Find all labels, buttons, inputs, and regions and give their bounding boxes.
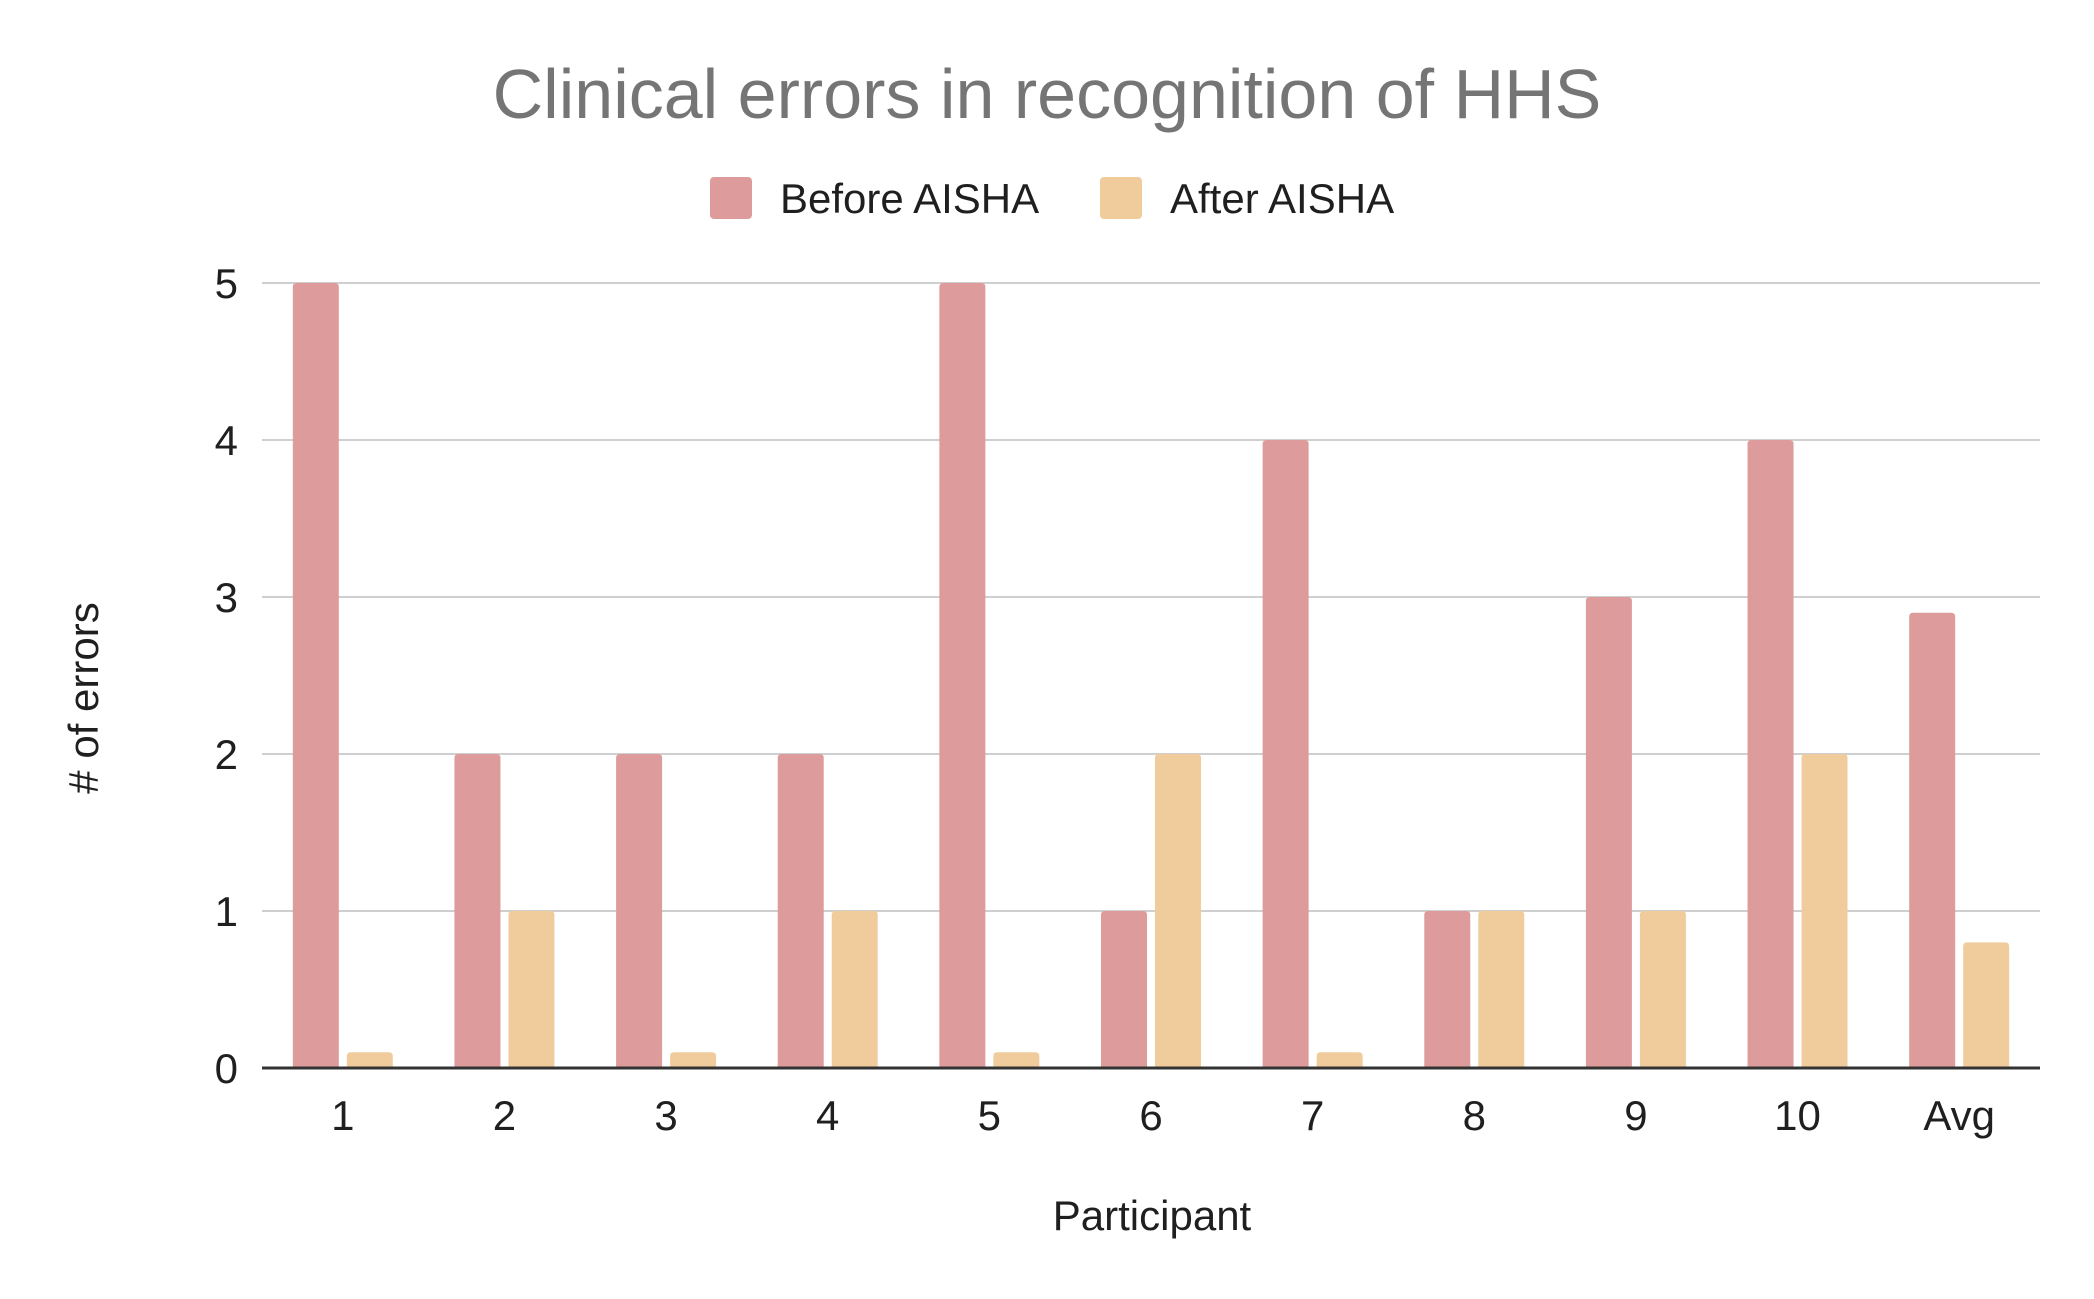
x-tick-label: 2 [493,1092,516,1139]
y-tick-label: 4 [215,417,238,464]
bar-before-3 [616,754,663,1068]
bar-after-4 [831,911,878,1068]
bar-after-7 [1316,1052,1363,1068]
bar-after-2 [508,911,555,1068]
gridlines [262,282,2040,912]
x-axis-title: Participant [1053,1192,1252,1239]
chart-title: Clinical errors in recognition of HHS [493,55,1602,133]
legend-label-after: After AISHA [1170,175,1394,222]
y-axis-title: # of errors [60,602,107,793]
x-tick-label: 4 [816,1092,839,1139]
bar-before-10 [1747,440,1794,1068]
bar-after-3 [670,1052,717,1068]
legend-label-before: Before AISHA [780,175,1039,222]
bar-after-1 [346,1052,393,1068]
y-tick-label: 2 [215,731,238,778]
bar-after-9 [1639,911,1686,1068]
bar-after-5 [993,1052,1040,1068]
x-tick-label: Avg [1923,1092,1995,1139]
x-tick-label: 3 [654,1092,677,1139]
bar-after-10 [1801,754,1848,1068]
x-tick-label: 9 [1624,1092,1647,1139]
y-tick-label: 1 [215,888,238,935]
x-axis-ticks: 1 2 3 4 5 6 7 8 9 10 Avg [331,1092,1995,1139]
x-tick-label: 6 [1139,1092,1162,1139]
bar-before-1 [292,283,339,1068]
y-tick-label: 0 [215,1045,238,1092]
bar-after-6 [1155,754,1201,1068]
y-axis-ticks: 0 1 2 3 4 5 [215,260,238,1092]
x-tick-label: 8 [1463,1092,1486,1139]
bar-before-2 [454,754,501,1068]
bar-after-avg [1963,942,2010,1068]
bars [292,283,2010,1068]
x-tick-label: 7 [1301,1092,1324,1139]
legend-swatch-before [710,177,752,219]
legend-swatch-after [1100,177,1142,219]
chart-legend: Before AISHA After AISHA [710,175,1394,222]
y-tick-label: 5 [215,260,238,307]
bar-after-8 [1478,911,1525,1068]
bar-before-avg [1909,612,1956,1068]
x-tick-label: 1 [331,1092,354,1139]
bar-before-9 [1585,597,1632,1068]
bar-before-5 [939,283,986,1068]
x-tick-label: 5 [978,1092,1001,1139]
x-tick-label: 10 [1774,1092,1821,1139]
bar-before-4 [777,754,824,1068]
bar-before-8 [1424,911,1471,1068]
bar-before-7 [1262,440,1309,1068]
y-tick-label: 3 [215,574,238,621]
bar-before-6 [1101,911,1147,1068]
